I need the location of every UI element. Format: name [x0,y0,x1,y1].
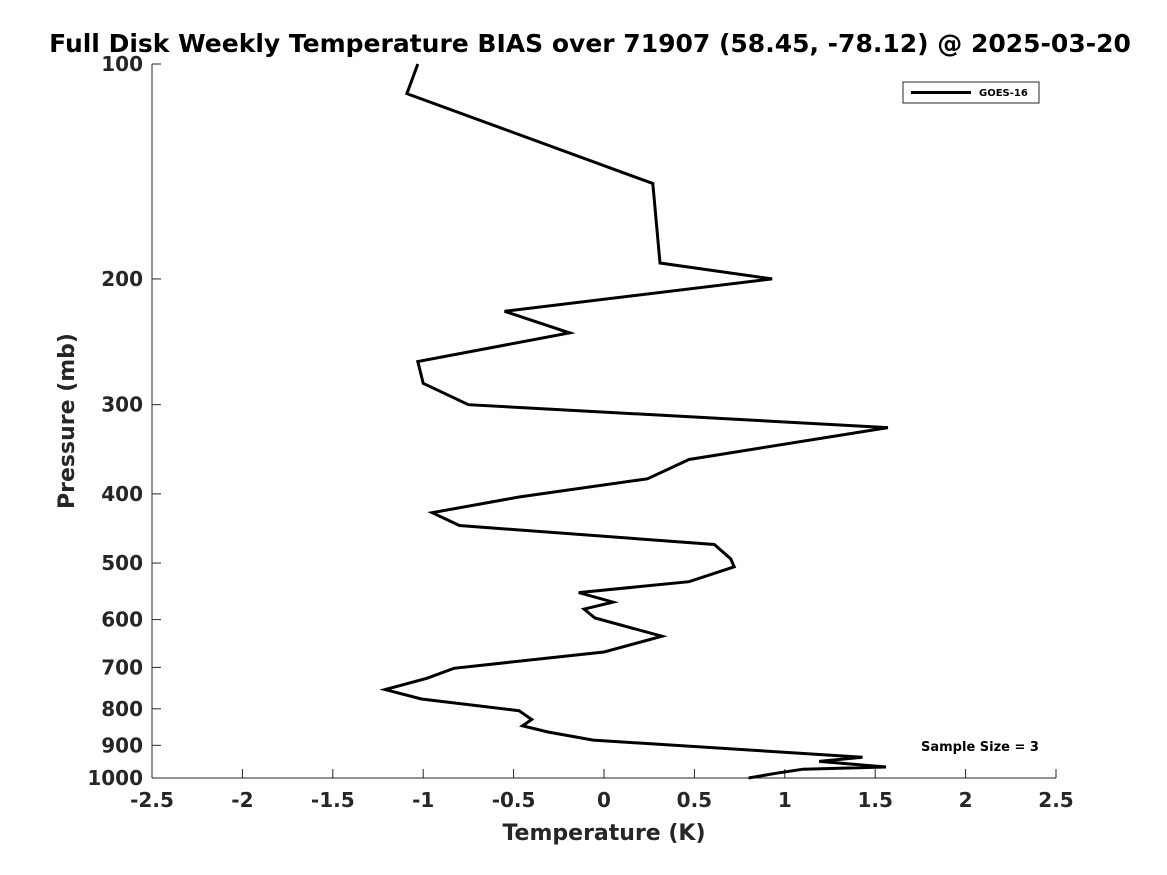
y-axis-label: Pressure (mb) [55,333,80,509]
y-tick-label: 300 [101,393,143,417]
y-tick-label: 900 [101,733,143,757]
legend: GOES-16 [902,81,1040,104]
y-tick-label: 500 [101,551,143,575]
series-layer [379,63,889,780]
plot-frame [152,64,1056,778]
x-tick-label: 2 [959,788,973,812]
y-tick-label: 100 [101,52,143,76]
y-tick-label: 1000 [87,766,143,790]
y-tick-label: 400 [101,482,143,506]
legend-entry-goes-16: GOES-16 [979,88,1028,99]
x-tick-label: 0.5 [677,788,712,812]
x-tick-label: -2.5 [130,788,174,812]
x-tick-label: -0.5 [492,788,536,812]
y-axis-ticks: 100 200 300 400 500 600 700 800 900 1000 [87,52,161,790]
x-tick-label: 1 [778,788,792,812]
series-line-goes-16 [379,63,889,780]
x-tick-label: 1.5 [857,788,892,812]
sample-size-annotation: Sample Size = 3 [921,740,1039,755]
y-tick-label: 200 [101,267,143,291]
x-tick-label: 0 [597,788,611,812]
y-tick-label: 600 [101,608,143,632]
x-axis-ticks: -2.5 -2 -1.5 -1 -0.5 0 0.5 1 1.5 2 2.5 [130,769,1074,812]
x-axis-label: Temperature (K) [502,821,705,846]
x-tick-label: -1.5 [311,788,355,812]
x-tick-label: -1 [412,788,434,812]
x-tick-label: 2.5 [1038,788,1073,812]
y-tick-label: 700 [101,655,143,679]
chart-title: Full Disk Weekly Temperature BIAS over 7… [49,29,1131,58]
x-tick-label: -2 [231,788,253,812]
y-tick-label: 800 [101,697,143,721]
